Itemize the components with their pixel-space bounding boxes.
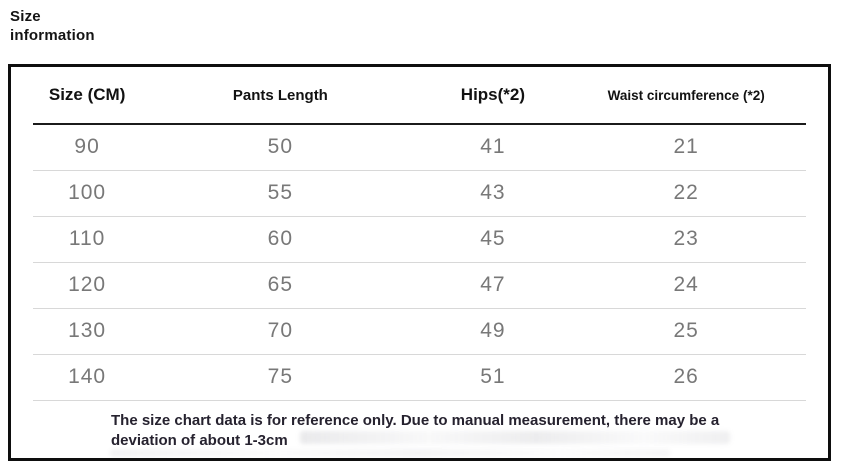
size-cell: 140 <box>33 354 142 401</box>
size-cell: 110 <box>33 216 142 263</box>
measurement-disclaimer-note: The size chart data is for reference onl… <box>111 411 720 449</box>
waist-cell: 21 <box>566 124 806 171</box>
pants-length-cell: 50 <box>141 124 420 171</box>
size-chart-panel: Size (CM) Pants Length Hips(*2) Waist ci… <box>8 64 831 461</box>
pants-length-cell: 65 <box>141 262 420 309</box>
hips-cell: 41 <box>419 124 567 171</box>
waist-cell: 24 <box>566 262 806 309</box>
table-row: 120 65 47 24 <box>33 262 806 309</box>
size-cell: 120 <box>33 262 142 309</box>
table-row: 110 60 45 23 <box>33 216 806 263</box>
waist-cell: 23 <box>566 216 806 263</box>
size-cell: 130 <box>33 308 142 355</box>
table-row: 140 75 51 26 <box>33 354 806 401</box>
pants-length-cell: 60 <box>141 216 420 263</box>
hips-cell: 51 <box>419 354 567 401</box>
table-row: 100 55 43 22 <box>33 170 806 217</box>
pants-length-cell: 55 <box>141 170 420 217</box>
size-chart-table: Size (CM) Pants Length Hips(*2) Waist ci… <box>33 67 806 401</box>
size-cell: 90 <box>33 124 142 171</box>
column-header-size: Size (CM) <box>33 67 142 125</box>
hips-cell: 43 <box>419 170 567 217</box>
hips-cell: 49 <box>419 308 567 355</box>
hips-cell: 47 <box>419 262 567 309</box>
table-row: 130 70 49 25 <box>33 308 806 355</box>
hips-cell: 45 <box>419 216 567 263</box>
column-header-hips: Hips(*2) <box>419 67 567 125</box>
column-header-pants-length: Pants Length <box>141 67 420 125</box>
table-row: 90 50 41 21 <box>33 124 806 171</box>
header-row: Size (CM) Pants Length Hips(*2) Waist ci… <box>33 67 806 125</box>
pants-length-cell: 70 <box>141 308 420 355</box>
page-title: Size information <box>10 8 95 44</box>
column-header-waist: Waist circumference (*2) <box>566 67 806 125</box>
waist-cell: 22 <box>566 170 806 217</box>
waist-cell: 25 <box>566 308 806 355</box>
waist-cell: 26 <box>566 354 806 401</box>
pants-length-cell: 75 <box>141 354 420 401</box>
size-cell: 100 <box>33 170 142 217</box>
